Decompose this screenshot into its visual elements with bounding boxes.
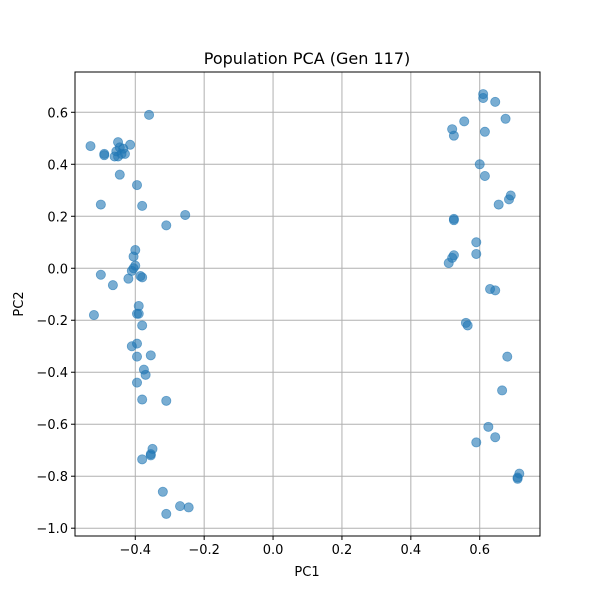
y-tick-label: −0.8	[36, 470, 68, 485]
scatter-point	[119, 148, 130, 159]
axis-ticks: −0.4 −0.2 0.0 0.2 0.4 0.6 −1.0 −0.8 −0.6 −0.4 −0.2…	[36, 106, 490, 558]
scatter-point	[490, 432, 501, 443]
scatter-point	[490, 96, 501, 107]
scatter-point	[448, 215, 459, 226]
y-tick-label: −0.2	[36, 314, 68, 329]
x-tick-label: 0.0	[263, 543, 284, 558]
y-tick-label: −1.0	[36, 522, 68, 537]
scatter-point	[131, 377, 142, 388]
y-tick-label: −0.6	[36, 418, 68, 433]
scatter-point	[128, 251, 139, 262]
plot-frame	[74, 71, 541, 537]
scatter-point	[471, 248, 482, 259]
scatter-point	[180, 209, 191, 220]
scatter-point	[137, 394, 148, 405]
scatter-point	[133, 308, 144, 319]
scatter-point	[123, 273, 134, 284]
y-tick-label: 0.2	[47, 210, 68, 225]
scatter-point	[95, 269, 106, 280]
scatter-point	[161, 395, 172, 406]
scatter-point	[479, 170, 490, 181]
scatter-point	[99, 150, 110, 161]
x-tick-label: 0.6	[469, 543, 490, 558]
scatter-point	[471, 237, 482, 248]
scatter-point	[503, 194, 514, 205]
scatter-point	[502, 351, 513, 362]
scatter-point	[145, 450, 156, 461]
x-tick-label: 0.2	[332, 543, 353, 558]
scatter-point	[483, 421, 494, 432]
scatter-point	[471, 437, 482, 448]
scatter-point	[140, 369, 151, 380]
y-tick-label: 0.4	[47, 158, 68, 173]
scatter-point	[443, 258, 454, 269]
scatter-point	[107, 280, 118, 291]
scatter-point	[137, 272, 148, 283]
scatter-point	[131, 180, 142, 191]
scatter-point	[95, 199, 106, 210]
scatter-point	[490, 285, 501, 296]
scatter-point	[131, 338, 142, 349]
scatter-point	[479, 126, 490, 137]
scatter-point	[131, 351, 142, 362]
scatter-point	[125, 139, 136, 150]
scatter-point	[512, 473, 523, 484]
scatter-point	[137, 200, 148, 211]
scatter-point	[161, 220, 172, 231]
scatter-point	[175, 501, 186, 512]
scatter-point	[462, 320, 473, 331]
scatter-point	[497, 385, 508, 396]
y-tick-label: 0.6	[47, 106, 68, 121]
scatter-point	[474, 159, 485, 170]
scatter-point	[161, 508, 172, 519]
y-tick-label: 0.0	[47, 262, 68, 277]
scatter-point	[144, 109, 155, 120]
y-axis-label: PC2	[12, 291, 27, 316]
scatter-point	[114, 169, 125, 180]
scatter-point	[109, 151, 120, 162]
scatter-point	[493, 199, 504, 210]
x-tick-label: −0.4	[119, 543, 151, 558]
scatter-point	[500, 113, 511, 124]
chart-title: Population PCA (Gen 117)	[204, 49, 411, 68]
x-tick-label: 0.4	[400, 543, 421, 558]
x-axis-label: PC1	[294, 565, 319, 580]
scatter-point	[85, 141, 96, 152]
scatter-point	[137, 320, 148, 331]
scatter-point	[478, 92, 489, 103]
scatter-point	[88, 310, 99, 321]
scatter-point	[459, 116, 470, 127]
y-tick-label: −0.4	[36, 366, 68, 381]
scatter-point	[157, 486, 168, 497]
data-points	[85, 89, 525, 519]
scatter-point	[183, 502, 194, 513]
x-tick-label: −0.2	[188, 543, 220, 558]
scatter-point	[137, 454, 148, 465]
grid-lines	[75, 72, 540, 536]
scatter-point	[448, 130, 459, 141]
scatter-point	[145, 350, 156, 361]
